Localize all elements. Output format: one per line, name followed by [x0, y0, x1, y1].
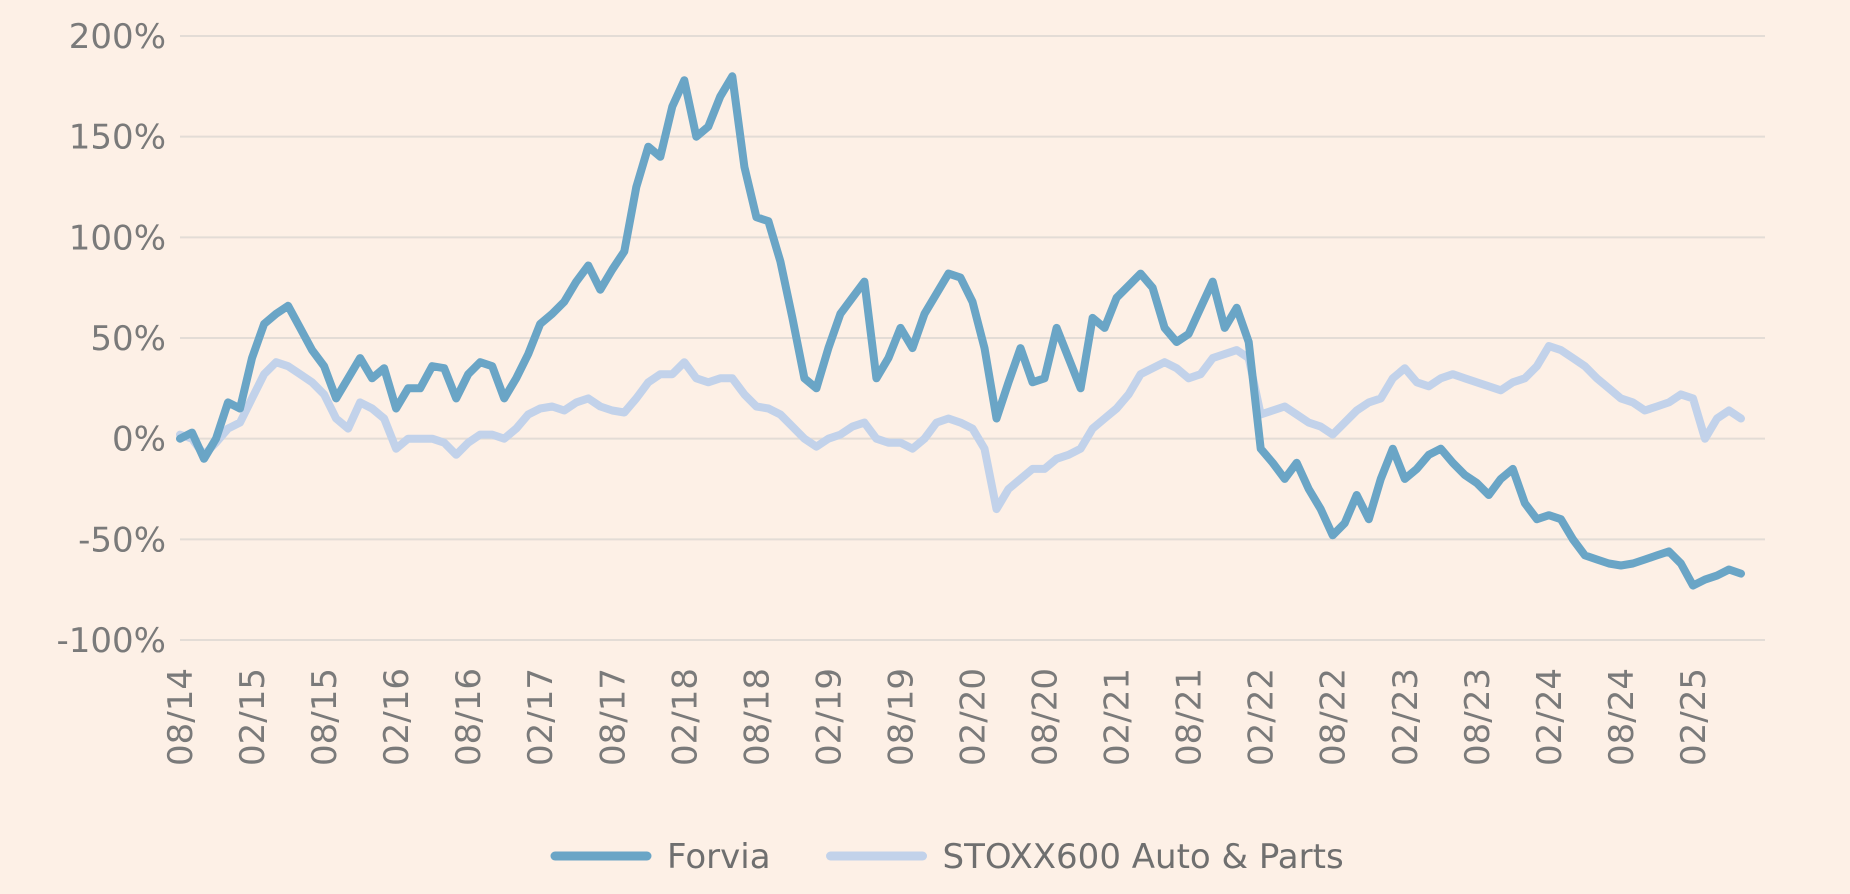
x-tick-label: 02/18 — [665, 668, 705, 766]
legend-label: STOXX600 Auto & Parts — [943, 837, 1344, 877]
legend: Forvia STOXX600 Auto & Parts — [550, 837, 1344, 877]
x-tick-label: 08/23 — [1458, 668, 1498, 766]
y-tick-label: -100% — [57, 621, 166, 661]
x-tick-label: 02/20 — [954, 668, 994, 766]
x-tick-label: 08/19 — [881, 668, 921, 766]
x-axis-tick-labels: 08/14 02/15 08/15 02/16 08/16 02/17 08/17 02/18… — [161, 668, 1714, 766]
y-tick-label: 200% — [69, 17, 166, 57]
x-tick-label: 02/17 — [521, 668, 561, 766]
x-tick-label: 02/19 — [809, 668, 849, 766]
series-lines — [176, 72, 1745, 590]
x-tick-label: 02/23 — [1386, 668, 1426, 766]
series-line-1 — [176, 342, 1745, 514]
y-tick-label: 0% — [112, 420, 166, 460]
x-tick-label: 02/15 — [233, 668, 273, 766]
y-tick-label: -50% — [78, 520, 166, 560]
legend-label: Forvia — [667, 837, 771, 877]
grid-lines — [180, 35, 1765, 641]
x-tick-label: 08/17 — [593, 668, 633, 766]
x-tick-label: 08/14 — [161, 668, 201, 766]
x-tick-label: 02/22 — [1242, 668, 1282, 766]
x-tick-label: 08/22 — [1314, 668, 1354, 766]
x-tick-label: 08/15 — [305, 668, 345, 766]
x-tick-label: 08/24 — [1602, 668, 1642, 766]
x-tick-label: 02/25 — [1674, 668, 1714, 766]
y-tick-label: 50% — [90, 319, 166, 359]
y-axis-tick-labels: 200% 150% 100% 50% 0% -50% -100% — [57, 17, 166, 661]
y-tick-label: 100% — [69, 218, 166, 258]
y-tick-label: 150% — [69, 118, 166, 158]
x-tick-label: 08/20 — [1026, 668, 1066, 766]
series-line-0 — [176, 72, 1745, 590]
x-tick-label: 08/18 — [737, 668, 777, 766]
x-tick-label: 02/24 — [1530, 668, 1570, 766]
x-tick-label: 08/21 — [1170, 668, 1210, 766]
x-tick-label: 08/16 — [449, 668, 489, 766]
x-tick-label: 02/21 — [1098, 668, 1138, 766]
x-tick-label: 02/16 — [377, 668, 417, 766]
